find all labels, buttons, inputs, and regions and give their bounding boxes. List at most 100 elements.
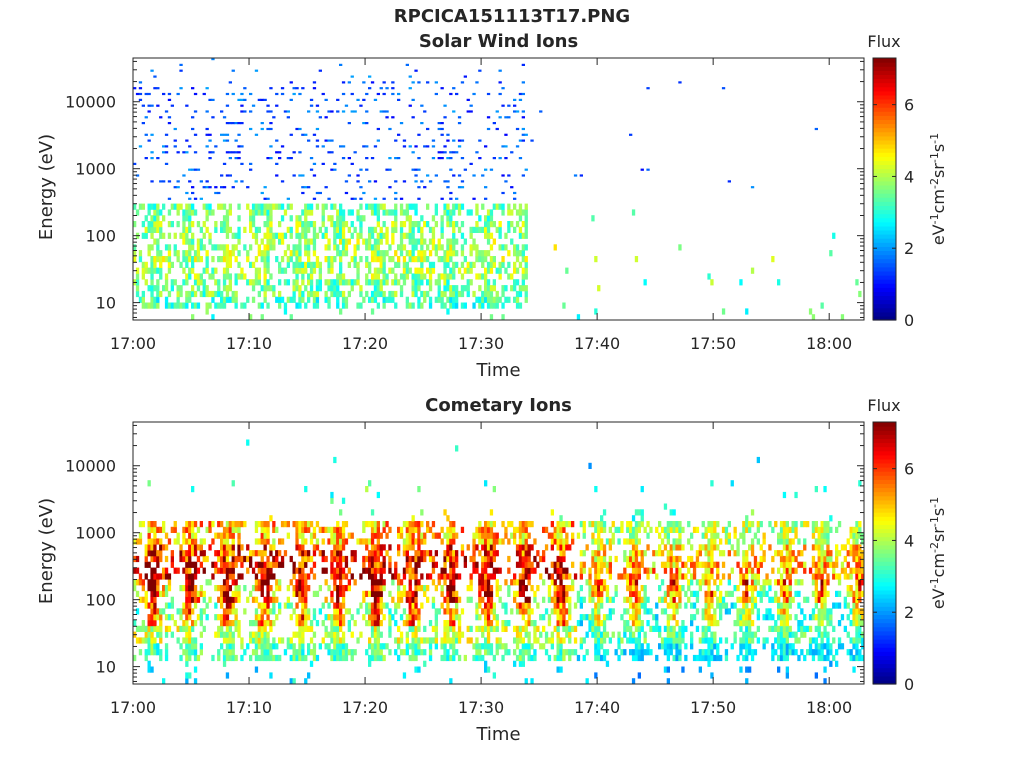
heat-cell xyxy=(231,296,235,303)
heat-cell xyxy=(794,567,798,574)
heat-cell xyxy=(164,585,169,592)
heat-cell xyxy=(562,625,566,632)
heat-cell xyxy=(675,643,679,650)
heat-cell xyxy=(170,302,174,309)
heat-cell xyxy=(446,215,450,222)
heat-cell xyxy=(727,180,731,183)
heat-cell xyxy=(234,151,238,154)
heat-cell xyxy=(167,256,172,263)
heat-cell xyxy=(182,221,186,228)
heat-cell xyxy=(716,567,720,574)
heat-cell xyxy=(719,654,723,662)
heat-cell xyxy=(295,631,299,638)
heat-cell xyxy=(382,544,386,551)
heat-cell xyxy=(452,110,456,113)
colorbar-frame xyxy=(872,57,897,321)
heat-cell xyxy=(251,631,256,638)
heat-cell xyxy=(777,654,781,662)
heat-cell xyxy=(295,521,299,528)
colorbar-tick-label: 2 xyxy=(904,239,914,258)
heat-cell xyxy=(263,273,267,280)
heat-cell xyxy=(716,585,720,592)
heat-cell xyxy=(466,637,470,644)
heat-cell xyxy=(315,110,320,113)
heat-cell xyxy=(672,509,676,516)
heat-cell xyxy=(507,555,511,563)
heat-cell xyxy=(295,215,299,222)
heat-cell xyxy=(745,567,749,574)
heat-cell xyxy=(309,238,314,245)
heat-cell xyxy=(133,654,137,662)
heat-cell xyxy=(164,625,169,632)
heat-cell xyxy=(637,596,641,603)
heat-cell xyxy=(414,631,418,638)
heat-cell xyxy=(376,526,380,533)
heat-cell xyxy=(768,579,772,586)
heat-cell xyxy=(544,526,549,533)
heat-cell xyxy=(260,526,264,533)
heat-cell xyxy=(594,637,598,644)
heat-cell xyxy=(144,654,148,662)
heat-cell xyxy=(629,637,633,644)
heat-cell xyxy=(608,555,612,563)
heat-cell xyxy=(478,302,482,309)
heat-cell xyxy=(211,573,215,580)
heat-cell xyxy=(521,532,525,539)
heat-cell xyxy=(193,590,198,597)
heat-cell xyxy=(391,267,395,274)
heat-cell xyxy=(341,157,346,160)
heat-cell xyxy=(182,608,186,615)
heat-cell xyxy=(188,256,192,263)
heat-cell xyxy=(576,654,581,662)
heat-cell xyxy=(269,620,273,627)
heat-cell xyxy=(486,596,491,603)
heat-cell xyxy=(489,261,494,268)
heat-cell xyxy=(417,643,421,650)
heat-cell xyxy=(237,145,241,148)
heat-cell xyxy=(141,203,145,210)
heat-cell xyxy=(237,544,241,551)
heat-cell xyxy=(452,596,456,603)
heat-cell xyxy=(373,180,378,183)
heat-cell xyxy=(591,215,595,222)
heat-cell xyxy=(486,221,491,228)
heat-cell xyxy=(368,620,372,627)
heat-cell xyxy=(170,526,174,533)
heat-cell xyxy=(170,104,174,107)
heat-cell xyxy=(559,649,563,656)
heat-cell xyxy=(411,250,415,257)
heat-cell xyxy=(507,250,511,257)
heat-cell xyxy=(779,602,784,609)
heat-cell xyxy=(716,602,720,609)
heat-cell xyxy=(185,550,189,557)
heat-cell xyxy=(858,290,862,298)
heat-cell xyxy=(443,285,447,292)
heat-cell xyxy=(501,209,505,216)
heat-cell xyxy=(597,596,601,603)
heat-cell xyxy=(431,561,436,568)
heat-cell xyxy=(347,625,351,632)
heat-cell xyxy=(339,544,343,551)
heat-cell xyxy=(605,561,610,568)
heat-cell xyxy=(263,532,267,539)
heat-cell xyxy=(707,608,711,615)
heat-cell xyxy=(475,226,479,233)
heat-cell xyxy=(344,561,349,568)
heat-cell xyxy=(257,614,261,621)
heat-cell xyxy=(556,666,560,673)
heat-cell xyxy=(402,550,407,557)
heat-cell xyxy=(417,81,421,84)
heat-cell xyxy=(774,579,778,586)
heat-cell xyxy=(640,509,644,516)
heat-cell xyxy=(504,532,508,539)
heat-cell xyxy=(652,625,656,632)
heat-cell xyxy=(370,290,375,298)
heat-cell xyxy=(397,637,401,644)
heat-cell xyxy=(452,151,456,154)
heat-cell xyxy=(733,585,737,592)
heat-cell xyxy=(365,122,369,125)
heat-cell xyxy=(504,625,508,632)
heat-cell xyxy=(631,649,636,656)
heat-cell xyxy=(214,279,218,286)
heat-cell xyxy=(452,643,456,650)
